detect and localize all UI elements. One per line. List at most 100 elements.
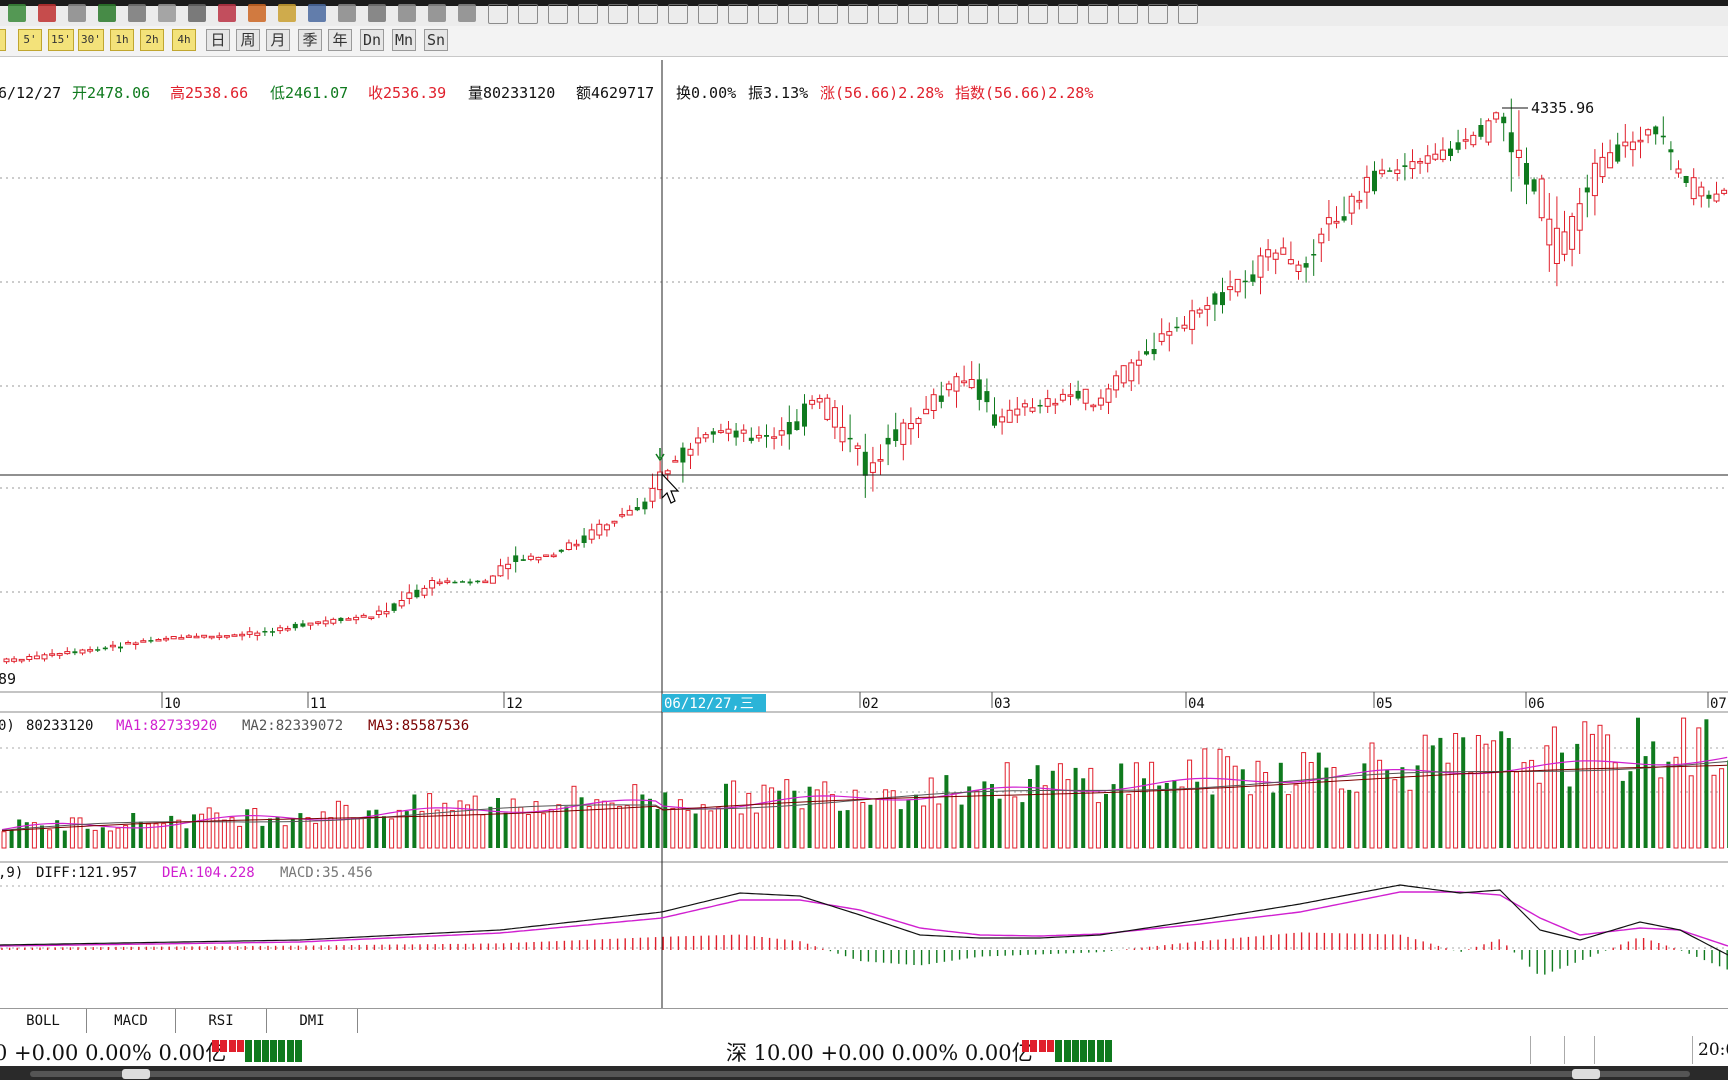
volume-bar-up: [753, 812, 759, 849]
period-button-5min[interactable]: 5': [18, 29, 42, 51]
toolbar-tool-icon[interactable]: [818, 4, 838, 24]
volume-bar-up: [465, 804, 471, 849]
period-button-1min[interactable]: [0, 29, 6, 51]
toolbar-tool-icon[interactable]: [668, 4, 688, 24]
toolbar-tool-icon[interactable]: [458, 4, 476, 22]
candle-body-up: [1113, 375, 1120, 391]
breadth-bar: [261, 1040, 269, 1062]
toolbar-tool-icon[interactable]: [248, 4, 266, 22]
volume-bar-up: [890, 790, 896, 849]
toolbar-tool-icon[interactable]: [38, 4, 56, 22]
toolbar-tool-icon[interactable]: [548, 4, 568, 24]
period-button-30min[interactable]: 30': [78, 29, 104, 51]
volume-bar-up: [738, 813, 744, 849]
toolbar-tool-icon[interactable]: [308, 4, 326, 22]
period-button-day[interactable]: 日: [206, 29, 230, 51]
volume-bar-up: [282, 825, 288, 849]
toolbar-tool-icon[interactable]: [518, 4, 538, 24]
toolbar-tool-icon[interactable]: [428, 4, 446, 22]
period-button-4h[interactable]: 4h: [172, 29, 196, 51]
toolbar-tool-icon[interactable]: [878, 4, 898, 24]
toolbar-tool-icon[interactable]: [1028, 4, 1048, 24]
period-button-2h[interactable]: 2h: [140, 29, 164, 51]
toolbar-tool-icon[interactable]: [848, 4, 868, 24]
volume-bar-down: [914, 794, 918, 848]
volume-bar-up: [1095, 802, 1101, 849]
toolbar-tool-icon[interactable]: [368, 4, 386, 22]
period-button-sn[interactable]: Sn: [424, 29, 449, 51]
toolbar-tool-icon[interactable]: [1088, 4, 1108, 24]
candle-body-down: [862, 451, 868, 476]
candle-body-up: [900, 422, 907, 445]
toolbar-tool-icon[interactable]: [998, 4, 1018, 24]
tab-boll[interactable]: BOLL: [0, 1009, 87, 1033]
volume-bar-down: [1081, 778, 1086, 848]
candle-body-up: [527, 555, 534, 560]
candle-body-up: [1485, 120, 1492, 143]
period-button-mn[interactable]: Mn: [392, 29, 417, 51]
toolbar-tool-icon[interactable]: [158, 4, 176, 22]
toolbar-tool-icon[interactable]: [938, 4, 958, 24]
toolbar-tool-icon[interactable]: [398, 4, 416, 22]
toolbar-tool-icon[interactable]: [908, 4, 928, 24]
breadth-bar: [212, 1040, 219, 1052]
toolbar-tool-icon[interactable]: [98, 4, 116, 22]
toolbar-tool-icon[interactable]: [338, 4, 356, 22]
tab-macd[interactable]: MACD: [87, 1009, 176, 1033]
horizontal-scrollbar[interactable]: [30, 1071, 1690, 1077]
toolbar-tool-icon[interactable]: [1118, 4, 1138, 24]
toolbar-tool-icon[interactable]: [218, 4, 236, 22]
tab-rsi[interactable]: RSI: [176, 1009, 267, 1033]
candle-body-up: [1044, 398, 1051, 407]
volume-bar-down: [1362, 763, 1367, 848]
volume-bar-up: [624, 805, 630, 849]
candle-body-up: [953, 376, 960, 392]
candle-body-down: [513, 555, 519, 562]
toolbar-tool-icon[interactable]: [278, 4, 296, 22]
period-button-dn[interactable]: Dn: [360, 29, 385, 51]
candle-body-up: [1462, 139, 1469, 142]
period-button-15min[interactable]: 15': [48, 29, 74, 51]
volume-bar-down: [906, 799, 911, 848]
toolbar-tool-icon[interactable]: [188, 4, 206, 22]
scrollbar-thumb-right[interactable]: [1572, 1069, 1600, 1079]
toolbar-tool-icon[interactable]: [968, 4, 988, 24]
scrollbar-thumb[interactable]: [122, 1069, 150, 1079]
breadth-bar: [1088, 1040, 1096, 1062]
candle-body-up: [1014, 408, 1021, 416]
breadth-bar: [1096, 1040, 1104, 1062]
period-button-quarter[interactable]: 季: [298, 29, 322, 51]
candle-body-down: [1037, 405, 1043, 407]
candle-body-down: [1212, 293, 1218, 305]
toolbar-tool-icon[interactable]: [488, 4, 508, 24]
period-button-year[interactable]: 年: [328, 29, 352, 51]
toolbar-tool-icon[interactable]: [728, 4, 748, 24]
toolbar-tool-icon[interactable]: [788, 4, 808, 24]
toolbar-tool-icon[interactable]: [1058, 4, 1078, 24]
period-button-week[interactable]: 周: [236, 29, 260, 51]
toolbar-tool-icon[interactable]: [1178, 4, 1198, 24]
toolbar-tool-icon[interactable]: [578, 4, 598, 24]
period-button-month[interactable]: 月: [266, 29, 290, 51]
toolbar-tool-icon[interactable]: [608, 4, 628, 24]
period-button-1h[interactable]: 1h: [110, 29, 134, 51]
toolbar-tool-icon[interactable]: [698, 4, 718, 24]
toolbar-tool-icon[interactable]: [1148, 4, 1168, 24]
kline-chart[interactable]: 6/12/27 开2478.06 高2538.66 低2461.07 收2536…: [0, 56, 1728, 1008]
candle-body-down: [1524, 163, 1529, 185]
macd-histogram-value: MACD:35.456: [280, 865, 373, 881]
toolbar-tool-icon[interactable]: [758, 4, 778, 24]
toolbar-tool-icon[interactable]: [638, 4, 658, 24]
volume-bar-up: [206, 807, 212, 849]
toolbar-tool-icon[interactable]: [68, 4, 86, 22]
quote-date: 6/12/27: [0, 84, 61, 102]
candle-body-up: [664, 470, 671, 475]
quote-change: 涨(56.66)2.28%: [820, 84, 943, 102]
volume-bar-down: [496, 798, 500, 848]
breadth-bar: [1063, 1040, 1071, 1062]
candle-body-up: [132, 642, 139, 645]
tab-dmi[interactable]: DMI: [267, 1009, 358, 1033]
toolbar-tool-icon[interactable]: [128, 4, 146, 22]
volume-ma3-line: [1, 764, 1728, 832]
toolbar-tool-icon[interactable]: [8, 4, 26, 22]
